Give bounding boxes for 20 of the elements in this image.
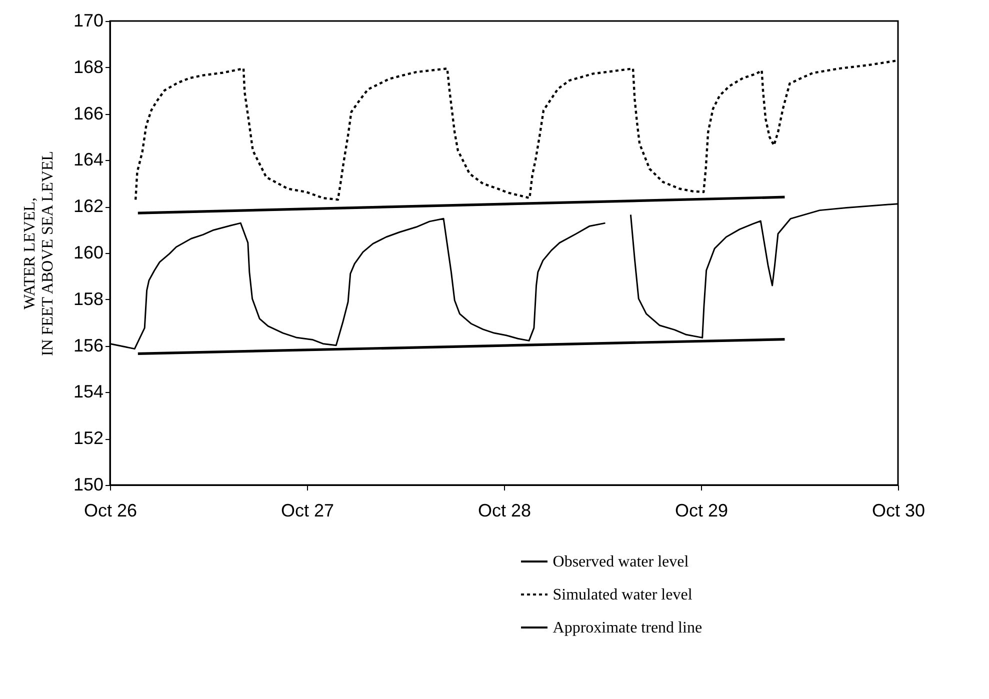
legend-label: Simulated water level	[552, 586, 693, 604]
y-tick-label: 166	[73, 103, 104, 124]
legend-label: Observed water level	[552, 554, 690, 570]
y-tick-label: 156	[73, 335, 104, 356]
y-tick-label: 164	[73, 150, 104, 170]
y-axis-title: WATER LEVEL, IN FEET ABOVE SEA LEVEL	[21, 150, 56, 356]
y-tick-label: 150	[73, 474, 104, 494]
y-tick-label: 152	[73, 428, 104, 448]
y-tick-label: 154	[73, 382, 104, 402]
legend-label: Approximate trend line	[552, 620, 702, 636]
x-tick-label: Oct 28	[478, 500, 532, 520]
x-tick-label: Oct 29	[674, 500, 728, 520]
x-tick-label: Oct 26	[84, 500, 138, 520]
y-tick-label: 170	[73, 10, 104, 30]
y-tick-label: 162	[73, 196, 104, 216]
y-tick-label: 168	[73, 56, 104, 77]
x-tick-label: Oct 30	[872, 500, 926, 520]
y-tick-label: 158	[73, 288, 104, 309]
x-tick-label: Oct 27	[280, 500, 334, 520]
y-tick-label: 160	[73, 242, 104, 262]
